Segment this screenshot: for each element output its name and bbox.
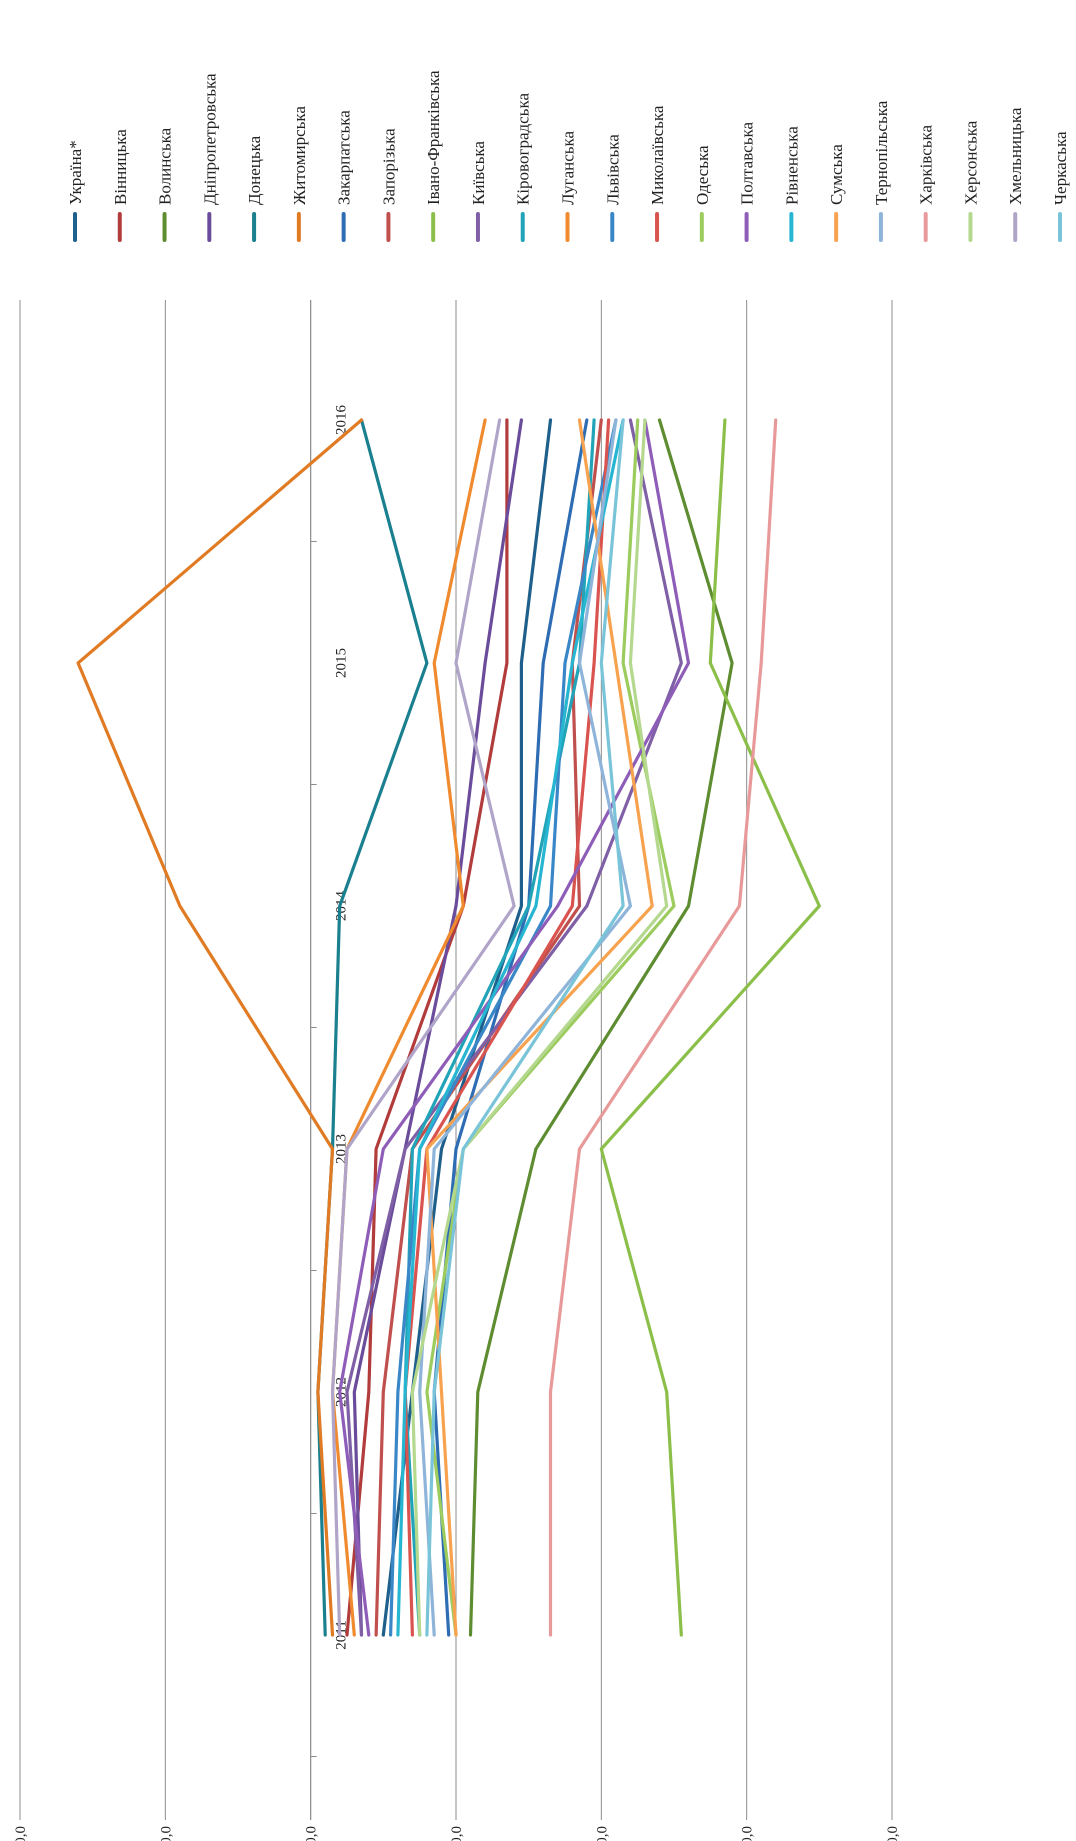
legend-label: Донецька — [245, 135, 264, 205]
legend: Україна* Вінницька Волинська Дніпропетровсь… — [66, 70, 1070, 242]
legend-label: Одеська — [693, 145, 712, 205]
legend-label: Івано-Франківська — [424, 70, 443, 205]
value-tick-labels: 40,0 20,0 0,0 -20,0 -40,0 -60,0 -80,0 — [13, 1826, 901, 1841]
value-tick-label: -40,0 — [594, 1826, 610, 1841]
series-line — [548, 418, 778, 1637]
year-tick-label: 2014 — [334, 891, 350, 922]
legend-label: Кіровоградська — [514, 93, 533, 205]
series-lines — [76, 418, 821, 1637]
series-line — [599, 418, 821, 1637]
series-line — [345, 418, 683, 1637]
legend-label: Київська — [469, 141, 488, 205]
series-line — [403, 418, 611, 1637]
legend-label: Сумська — [827, 144, 846, 205]
legend-label: Полтавська — [738, 122, 757, 205]
legend-label: Хмельницька — [1006, 107, 1025, 205]
series-line — [76, 418, 364, 1637]
value-tick-label: -20,0 — [449, 1826, 465, 1841]
series-line — [432, 418, 589, 1637]
series-line — [345, 418, 509, 1637]
legend-label: Житомирська — [290, 106, 309, 205]
year-tick-label: 2012 — [334, 1377, 350, 1407]
legend-label: Черкаська — [1051, 131, 1070, 205]
legend-label: Луганська — [559, 130, 578, 205]
legend-label: Вінницька — [111, 129, 130, 205]
series-line — [330, 418, 487, 1637]
series-line — [338, 418, 691, 1637]
legend-label: Рівненська — [782, 126, 801, 205]
legend-label: Харківська — [917, 124, 936, 205]
year-tick-label: 2015 — [334, 648, 350, 678]
series-line — [330, 418, 516, 1637]
series-line — [418, 418, 633, 1637]
legend-label: Львівська — [603, 134, 622, 205]
series-line — [410, 418, 669, 1637]
legend-label: Україна* — [66, 140, 85, 205]
legend-label: Тернопільська — [872, 100, 891, 205]
value-tick-label: 20,0 — [158, 1826, 174, 1841]
legend-label: Миколаївська — [648, 105, 667, 205]
legend-label: Запорізька — [379, 128, 398, 205]
year-tick-label: 2016 — [334, 405, 350, 436]
series-line — [389, 418, 618, 1637]
series-line — [396, 418, 625, 1637]
value-tick-label: 0,0 — [304, 1826, 320, 1841]
value-tick-label: -80,0 — [885, 1826, 901, 1841]
series-line — [468, 418, 734, 1637]
legend-label: Волинська — [156, 127, 175, 205]
year-tick-label: 2011 — [334, 1620, 350, 1649]
legend-label: Дніпропетровська — [200, 73, 219, 205]
legend-label: Херсонська — [961, 120, 980, 205]
value-tick-label: 40,0 — [13, 1826, 29, 1841]
series-line — [425, 418, 625, 1637]
value-tick-label: -60,0 — [740, 1826, 756, 1841]
legend-label: Закарпатська — [335, 110, 354, 205]
series-line — [425, 418, 654, 1637]
